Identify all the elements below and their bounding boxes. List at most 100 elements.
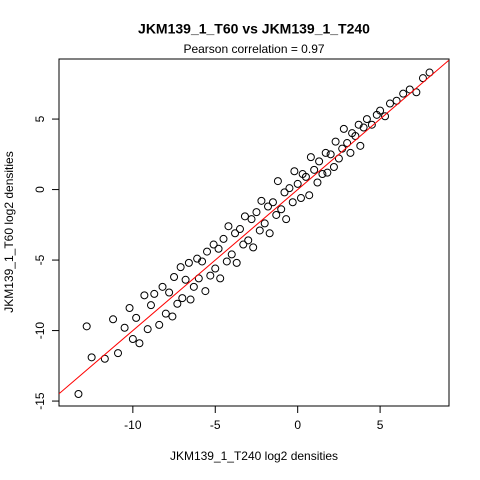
point	[211, 264, 220, 273]
point	[277, 205, 286, 214]
point	[252, 208, 261, 217]
point	[331, 137, 340, 146]
x-tick-label: 0	[294, 418, 301, 432]
point	[109, 315, 118, 324]
point	[305, 191, 314, 200]
point	[140, 291, 149, 300]
point	[356, 141, 365, 150]
point	[334, 154, 343, 163]
point	[232, 258, 241, 267]
point	[125, 304, 134, 313]
point	[227, 250, 236, 259]
point	[198, 257, 207, 266]
point	[339, 124, 348, 133]
point	[326, 150, 335, 159]
point	[392, 96, 401, 105]
point	[293, 179, 302, 188]
point	[231, 229, 240, 238]
point	[120, 323, 129, 332]
point	[173, 299, 182, 308]
point	[290, 167, 299, 176]
point	[313, 178, 322, 187]
reference-line	[59, 59, 449, 395]
point	[367, 120, 376, 129]
point	[189, 282, 198, 291]
point	[158, 282, 167, 291]
point	[146, 301, 155, 310]
point	[323, 168, 332, 177]
point	[181, 275, 190, 284]
y-tick-label: 0	[33, 186, 47, 193]
point	[135, 339, 144, 348]
point	[265, 229, 274, 238]
x-tick-label: 5	[377, 418, 384, 432]
point	[114, 349, 123, 358]
point	[170, 272, 179, 281]
point	[249, 243, 258, 252]
point	[178, 294, 187, 303]
point	[219, 234, 228, 243]
point	[301, 172, 310, 181]
point	[201, 287, 210, 296]
point	[385, 99, 394, 108]
point	[268, 198, 277, 207]
point	[351, 131, 360, 140]
point	[82, 322, 91, 331]
point	[425, 68, 434, 77]
point	[168, 312, 177, 321]
point	[418, 74, 427, 83]
y-tick-label: -15	[33, 392, 47, 410]
point	[376, 106, 385, 115]
point	[359, 123, 368, 132]
point	[296, 194, 305, 203]
point	[346, 148, 355, 157]
point	[264, 202, 273, 211]
point	[362, 115, 371, 124]
point	[100, 354, 109, 363]
point	[150, 289, 159, 298]
chart-title: JKM139_1_T60 vs JKM139_1_T240	[138, 21, 370, 37]
point	[280, 188, 289, 197]
point	[288, 198, 297, 207]
point	[343, 139, 352, 148]
point	[128, 335, 137, 344]
point	[186, 295, 195, 304]
point	[244, 236, 253, 245]
point	[224, 222, 233, 231]
point	[273, 177, 282, 186]
point	[74, 390, 83, 399]
point	[194, 274, 203, 283]
x-axis-label: JKM139_1_T240 log2 densities	[170, 449, 338, 463]
point	[260, 219, 269, 228]
point	[222, 257, 231, 266]
point	[381, 112, 390, 121]
point	[143, 325, 152, 334]
point	[412, 88, 421, 97]
point	[176, 263, 185, 272]
y-tick-label: -10	[33, 322, 47, 340]
point	[203, 247, 212, 256]
x-tick-label: -5	[210, 418, 221, 432]
point	[257, 196, 266, 205]
point	[206, 271, 215, 280]
x-tick-label: -10	[124, 418, 142, 432]
point	[209, 240, 218, 249]
point	[247, 215, 256, 224]
point	[161, 309, 170, 318]
point	[315, 157, 324, 166]
point	[285, 184, 294, 193]
point	[399, 89, 408, 98]
point	[235, 225, 244, 234]
chart-subtitle: Pearson correlation = 0.97	[183, 42, 324, 56]
point	[329, 163, 338, 172]
point	[214, 244, 223, 253]
point	[239, 240, 248, 249]
y-tick-label: 5	[33, 115, 47, 122]
plot-box	[58, 58, 450, 407]
point	[216, 274, 225, 283]
point	[282, 215, 291, 224]
point	[132, 313, 141, 322]
y-tick-label: -5	[33, 254, 47, 265]
point	[321, 148, 330, 157]
